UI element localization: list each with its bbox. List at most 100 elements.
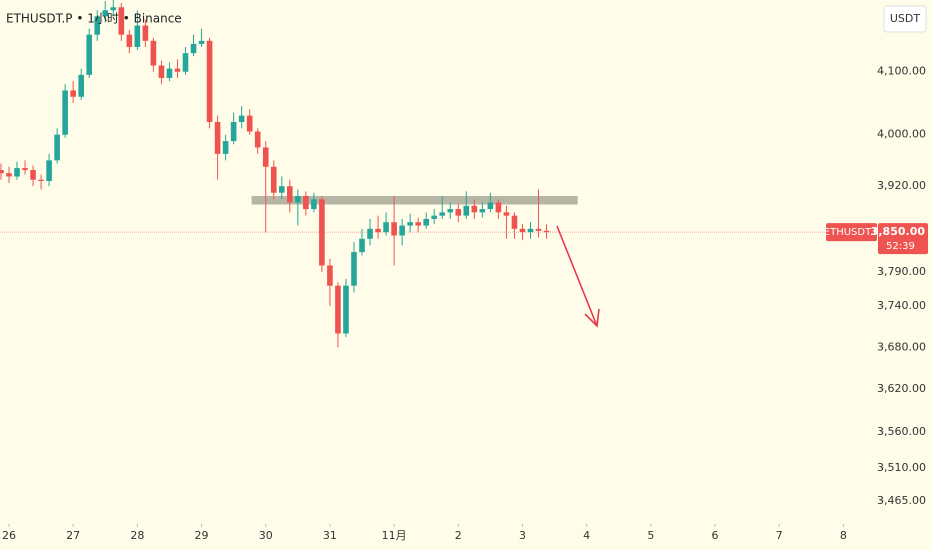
candle-body	[519, 228, 526, 233]
candle-body	[14, 168, 20, 177]
candle-body	[198, 40, 205, 44]
candle-body	[383, 222, 389, 233]
candle-body	[86, 34, 93, 75]
candle-body	[166, 68, 173, 78]
candle-body	[46, 160, 52, 182]
y-tick-label: 3,560.00	[877, 425, 926, 438]
x-tick-label: 4	[583, 529, 590, 542]
candle-body	[22, 168, 28, 171]
candle-body	[295, 195, 301, 203]
candle-body	[190, 43, 197, 54]
candle-body	[495, 202, 502, 213]
candle-body	[327, 265, 333, 286]
candle-body	[367, 228, 373, 239]
x-tick-label: 28	[130, 529, 144, 542]
candle-body	[359, 238, 365, 253]
arrow-annotation	[556, 225, 600, 328]
x-tick-label: 6	[712, 529, 719, 542]
candle-body	[270, 166, 277, 193]
candle-body	[439, 212, 446, 216]
candle-body	[142, 25, 149, 41]
y-tick-label: 3,680.00	[877, 340, 926, 353]
candle-body	[278, 186, 285, 193]
y-tick-label: 3,465.00	[877, 494, 926, 507]
x-tick-label: 3	[519, 529, 526, 542]
symbol-label: ETHUSDT.P	[824, 227, 879, 238]
candle-body	[150, 40, 157, 66]
last-price-label: 3,850.00	[871, 225, 926, 238]
candle-body	[447, 209, 454, 213]
candle-body	[423, 218, 430, 226]
candle-body	[118, 7, 125, 35]
candle-body	[527, 228, 534, 233]
y-tick-label: 4,100.00	[877, 65, 926, 78]
currency-box[interactable]	[883, 5, 927, 33]
candle-body	[431, 215, 438, 219]
candle-body	[54, 134, 60, 161]
candle-body	[407, 222, 413, 226]
candle-body	[222, 141, 229, 154]
candle-body	[399, 225, 405, 236]
candle-body	[254, 131, 261, 148]
y-tick-label: 3,740.00	[877, 299, 926, 312]
x-tick-label: 5	[647, 529, 654, 542]
currency-label[interactable]: USDT	[890, 12, 921, 25]
y-tick-label: 3,790.00	[877, 265, 926, 278]
candle-body	[126, 34, 133, 47]
last-price-tag	[878, 223, 928, 255]
candle-body	[303, 195, 309, 210]
candle-body	[174, 68, 181, 72]
candle-body	[286, 186, 293, 203]
candle-body	[543, 230, 550, 233]
symbol-tag	[826, 223, 877, 242]
candle-body	[158, 65, 165, 78]
candle-body	[351, 252, 357, 286]
candle-body	[70, 90, 76, 97]
candle-body	[102, 10, 109, 17]
candle-body	[479, 209, 486, 213]
candle-body	[62, 90, 68, 135]
x-tick-label: 2	[455, 529, 462, 542]
candle-body	[38, 179, 44, 182]
candle-body	[230, 121, 237, 142]
candle-body	[238, 115, 245, 122]
x-tick-label: 27	[66, 529, 80, 542]
candle-body	[415, 222, 421, 226]
candle-body	[94, 16, 101, 35]
candle-body	[30, 170, 36, 180]
x-tick-label: 29	[195, 529, 209, 542]
candle-body	[262, 147, 269, 167]
candle-body	[487, 202, 494, 210]
candle-body	[455, 209, 462, 216]
candle-body	[214, 121, 221, 154]
candle-body	[134, 25, 141, 47]
y-tick-label: 4,000.00	[877, 128, 926, 141]
candle-body	[246, 115, 253, 132]
x-tick-label: 31	[323, 529, 337, 542]
candle-body	[503, 212, 510, 216]
x-tick-label: 30	[259, 529, 273, 542]
candle-body	[535, 228, 542, 231]
candle-body	[110, 7, 117, 11]
candle-body	[335, 285, 341, 334]
candle-body	[0, 170, 4, 174]
candle-body	[206, 40, 213, 122]
y-tick-label: 3,510.00	[877, 461, 926, 474]
candle-body	[511, 215, 518, 229]
y-tick-label: 3,620.00	[877, 382, 926, 395]
candle-body	[6, 173, 12, 177]
candle-body	[319, 199, 325, 266]
candle-body	[391, 222, 397, 236]
x-tick-label: 7	[776, 529, 783, 542]
candle-body	[78, 74, 85, 97]
candle-body	[182, 53, 189, 72]
countdown-label: 52:39	[886, 241, 915, 252]
y-tick-label: 3,920.00	[877, 179, 926, 192]
x-tick-label: 11月	[382, 529, 407, 542]
x-tick-label: 8	[840, 529, 847, 542]
candle-body	[311, 199, 317, 210]
chart-title: ETHUSDT.P • 1小时 • Binance	[6, 12, 182, 26]
